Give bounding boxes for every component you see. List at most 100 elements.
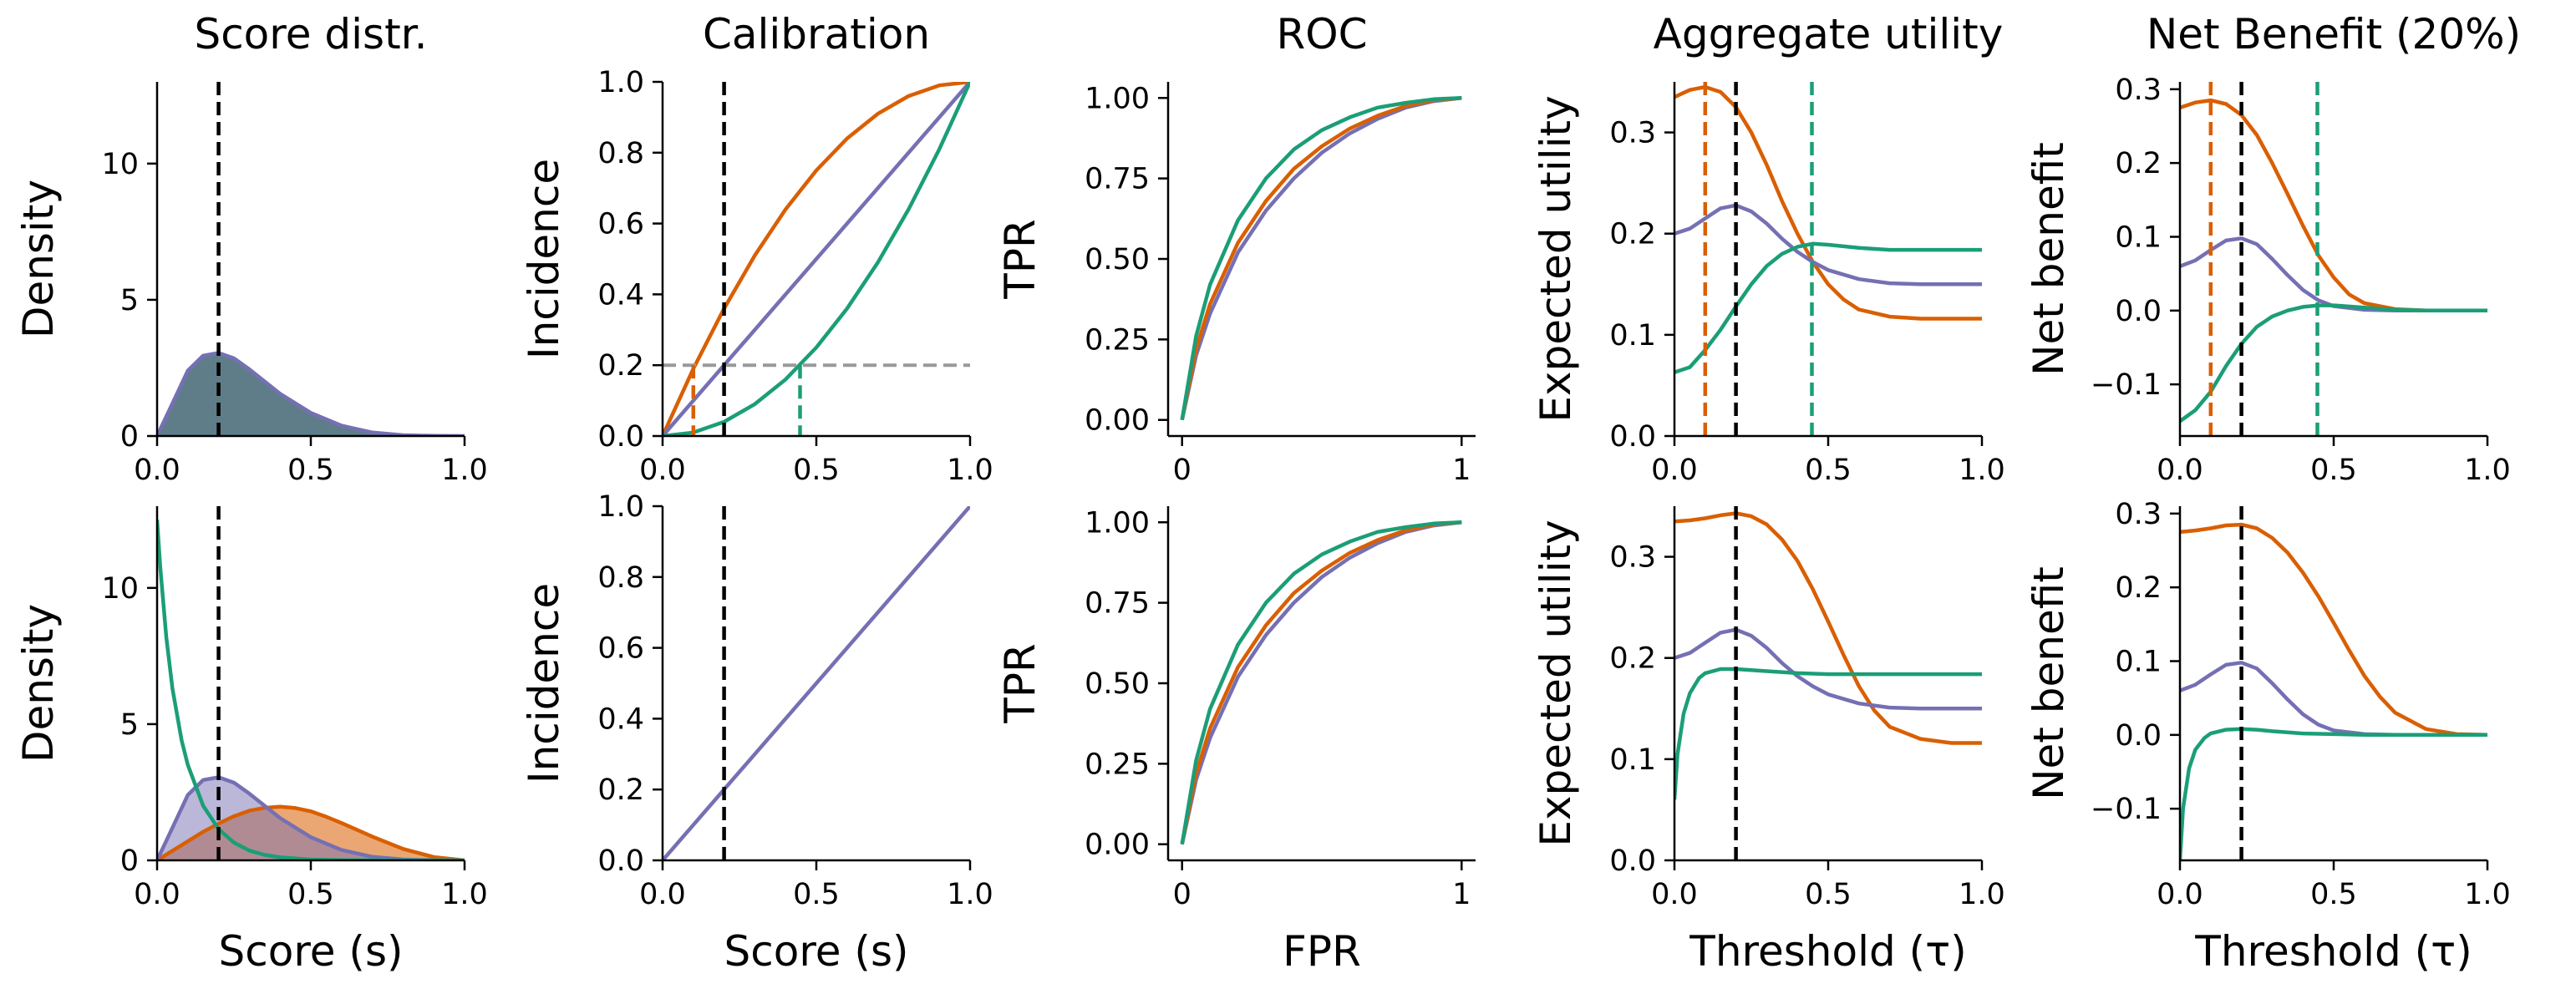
- panel-r0c1: 0.0 0.5 1.0 0.0 0.2 0.4 0.6 0.8 1.0 Calibration In…: [520, 10, 993, 487]
- y-tick-label: 0.3: [2115, 74, 2162, 107]
- y-tick-label: −0.1: [2091, 368, 2162, 402]
- panel-title: Net Benefit (20%): [2147, 10, 2521, 58]
- panel-r1c2: 0 1 0.00 0.25 0.50 0.75 1.00 FPR TPR: [996, 506, 1476, 976]
- x-tick-label: 0.5: [1805, 878, 1852, 911]
- y-tick-label: 5: [120, 284, 139, 317]
- y-tick-label: 0.2: [1609, 218, 1656, 251]
- y-tick-label: 0.1: [2115, 646, 2162, 679]
- y-tick-label: 0.3: [1609, 541, 1656, 575]
- x-axis-label: Threshold (τ): [1689, 927, 1966, 976]
- y-tick-label: 0.0: [597, 420, 644, 454]
- series-line-1: [1674, 627, 1982, 711]
- panel-r1c3: 0.0 0.5 1.0 0.0 0.1 0.2 0.3 Threshold (τ) Expect…: [1532, 506, 2005, 976]
- y-tick-label: −0.1: [2091, 793, 2162, 826]
- series-line-2: [157, 520, 465, 860]
- plot-area: [157, 82, 465, 436]
- x-tick-label: 1.0: [441, 878, 488, 911]
- panel-r0c2: 0 1 0.00 0.25 0.50 0.75 1.00 ROC TPR: [996, 10, 1476, 487]
- x-tick-label: 1.0: [441, 454, 488, 487]
- series-line-1: [663, 82, 970, 436]
- series-line-0: [663, 82, 970, 436]
- panel-r1c0: 0.0 0.5 1.0 0 5 10 Score (s) Density: [14, 506, 488, 976]
- y-tick-label: 0.0: [1609, 420, 1656, 454]
- series-line-0: [2180, 522, 2487, 738]
- y-tick-label: 0.25: [1085, 748, 1150, 781]
- series-line-0: [157, 351, 465, 436]
- area-fill-0: [157, 352, 465, 436]
- y-axis-label: Density: [14, 180, 63, 338]
- x-axis-label: Score (s): [219, 927, 404, 976]
- plot-area: [663, 82, 970, 436]
- y-axis-label: Incidence: [520, 159, 568, 359]
- series-line-0: [2180, 98, 2487, 313]
- plot-area: [663, 506, 970, 860]
- panel-r1c4: 0.0 0.5 1.0 −0.1 0.0 0.1 0.2 0.3 Threshold (τ) Ne…: [2025, 498, 2511, 976]
- y-tick-label: 1.0: [597, 490, 644, 524]
- y-tick-label: 1.00: [1085, 506, 1150, 540]
- y-axis-label: Density: [14, 604, 63, 763]
- series-line-2: [1180, 520, 1462, 845]
- y-tick-label: 1.0: [597, 66, 644, 99]
- y-tick-label: 0.1: [1609, 743, 1656, 777]
- y-tick-label: 0.2: [2115, 147, 2162, 180]
- panel-title: Calibration: [703, 10, 930, 58]
- y-tick-label: 0: [120, 420, 139, 454]
- series-line-0: [157, 804, 465, 860]
- plot-area: [2180, 82, 2487, 436]
- y-tick-label: 0.0: [1609, 844, 1656, 878]
- x-tick-label: 0: [1173, 454, 1191, 487]
- y-tick-label: 0.50: [1085, 243, 1150, 276]
- x-axis-label: Threshold (τ): [2194, 927, 2472, 976]
- x-tick-label: 1.0: [1959, 454, 2005, 487]
- x-tick-label: 0.0: [134, 878, 180, 911]
- x-tick-label: 0.5: [2310, 454, 2357, 487]
- plot-area: [2180, 506, 2487, 860]
- x-axis-label: Score (s): [724, 927, 909, 976]
- x-tick-label: 0.0: [2157, 878, 2203, 911]
- y-axis-label: Expected utility: [1532, 95, 1580, 422]
- y-tick-label: 0.8: [597, 561, 644, 595]
- plot-area: [1180, 520, 1462, 845]
- series-line-2: [1674, 241, 1982, 374]
- panel-title: ROC: [1276, 10, 1367, 58]
- y-tick-label: 0.00: [1085, 829, 1150, 862]
- y-tick-label: 0.1: [1609, 319, 1656, 352]
- x-tick-label: 1: [1452, 454, 1471, 487]
- series-line-2: [2180, 303, 2487, 423]
- series-line-1: [1180, 520, 1462, 845]
- y-tick-label: 0.0: [597, 844, 644, 878]
- panel-title: Aggregate utility: [1654, 10, 2004, 58]
- panel-title: Score distr.: [194, 10, 427, 58]
- y-tick-label: 0.2: [2115, 571, 2162, 605]
- y-axis-label: TPR: [996, 219, 1044, 299]
- x-tick-label: 0: [1173, 878, 1191, 911]
- y-axis-label: Incidence: [520, 583, 568, 783]
- panel-r0c0: 0.0 0.5 1.0 0 5 10 Score distr. Density: [14, 10, 488, 487]
- x-tick-label: 1: [1452, 878, 1471, 911]
- y-tick-label: 0.00: [1085, 404, 1150, 438]
- y-tick-label: 1.00: [1085, 82, 1150, 115]
- y-tick-label: 0.3: [2115, 498, 2162, 531]
- x-tick-label: 0.0: [1651, 454, 1698, 487]
- x-tick-label: 1.0: [2464, 878, 2511, 911]
- x-tick-label: 0.5: [287, 454, 334, 487]
- series-line-2: [1674, 667, 1982, 800]
- y-tick-label: 0.6: [597, 208, 644, 241]
- series-line-2: [2180, 727, 2487, 860]
- y-tick-label: 10: [101, 572, 139, 606]
- y-tick-label: 0.50: [1085, 667, 1150, 701]
- y-tick-label: 0.1: [2115, 221, 2162, 255]
- x-tick-label: 0.5: [1805, 454, 1852, 487]
- y-tick-label: 0.0: [2115, 295, 2162, 328]
- area-fill-1: [157, 777, 465, 860]
- y-tick-label: 0.75: [1085, 163, 1150, 196]
- y-tick-label: 0.25: [1085, 323, 1150, 357]
- y-axis-label: Net benefit: [2025, 566, 2073, 800]
- x-tick-label: 0.0: [639, 454, 686, 487]
- y-tick-label: 0.2: [597, 349, 644, 383]
- series-line-2: [663, 82, 970, 436]
- panel-r0c4: 0.0 0.5 1.0 −0.1 0.0 0.1 0.2 0.3 Net Benefit (20…: [2025, 10, 2521, 487]
- y-tick-label: 5: [120, 708, 139, 742]
